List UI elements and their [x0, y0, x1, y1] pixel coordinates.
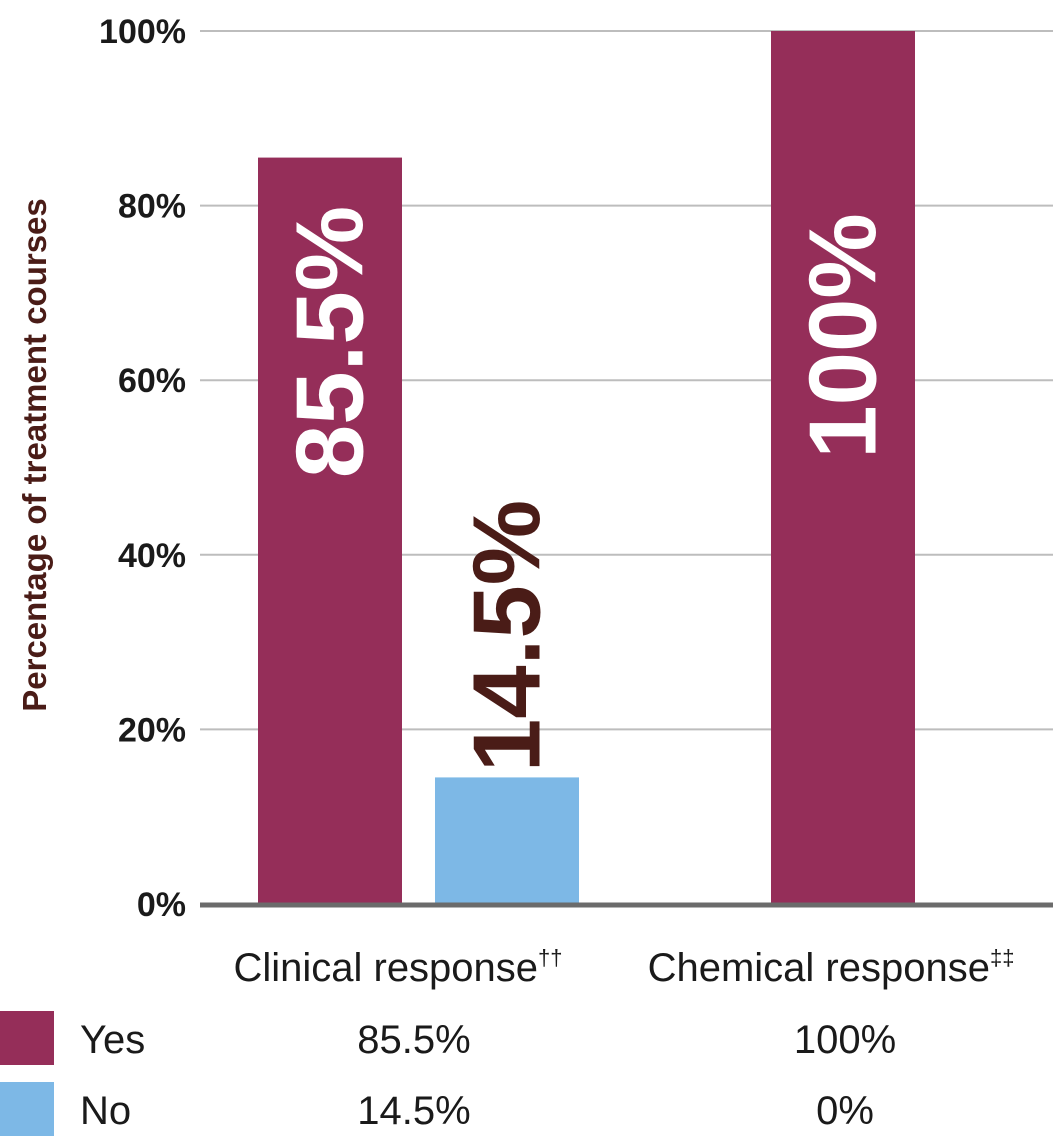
axes: 0% 20% 40% 60% 80% 100% [99, 13, 1053, 924]
category-label: Chemical response‡‡ [648, 945, 1015, 990]
category-labels: Clinical response†† Chemical response‡‡ [233, 945, 1014, 990]
y-tick-label: 80% [118, 188, 186, 226]
table-value: 85.5% [357, 1018, 470, 1062]
table-value: 14.5% [357, 1089, 470, 1133]
table-value: 0% [816, 1089, 874, 1133]
y-tick-label: 100% [99, 13, 186, 51]
bar-value-label: 14.5% [454, 500, 561, 772]
legend-table: Yes 85.5% 100% No 14.5% 0% [0, 1011, 896, 1136]
category-label: Clinical response†† [233, 945, 562, 990]
bar-no-1 [435, 777, 579, 904]
legend-swatch-no [0, 1082, 54, 1136]
bar-yes-1 [258, 157, 402, 904]
bar-value-label: 85.5% [277, 206, 384, 478]
y-tick-label: 60% [118, 362, 186, 400]
legend-label-yes: Yes [80, 1018, 145, 1062]
y-tick-label: 20% [118, 711, 186, 749]
bar-yes-2 [771, 31, 915, 904]
legend-label-no: No [80, 1089, 131, 1133]
y-axis-label: Percentage of treatment courses [16, 198, 53, 712]
legend-swatch-yes [0, 1011, 54, 1065]
bars: 85.5% 14.5% 100% [258, 31, 915, 904]
table-value: 100% [794, 1018, 896, 1062]
bar-value-label: 100% [790, 213, 897, 459]
y-tick-label: 0% [137, 886, 186, 924]
y-tick-label: 40% [118, 537, 186, 575]
